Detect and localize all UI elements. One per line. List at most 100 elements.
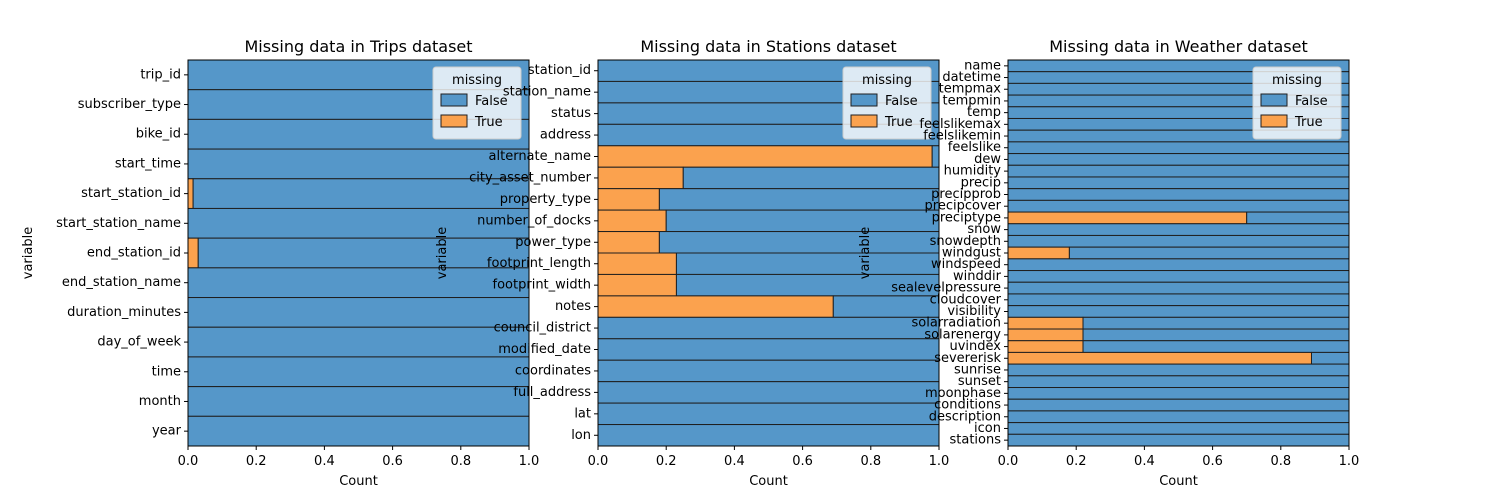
legend-title: missing: [452, 73, 502, 88]
y-tick-label: end_station_name: [62, 275, 181, 290]
bar-false: [597, 381, 940, 404]
bar-true: [187, 178, 194, 209]
y-tick-label: station_name: [503, 85, 591, 100]
y-tick-label: alternate_name: [489, 149, 591, 164]
subplot-1: trip_id subscriber_type bike_id start_times…: [21, 37, 539, 489]
bar-false: [1082, 328, 1350, 342]
y-tick-label: bike_id: [136, 127, 181, 142]
bar-false: [1007, 223, 1350, 236]
bar-false: [658, 231, 940, 254]
y-tick-label: full_address: [513, 385, 591, 400]
y-tick-label: start_station_name: [56, 216, 181, 231]
bar-true: [597, 231, 660, 254]
bar-false: [1007, 363, 1350, 377]
y-tick-label: visibility: [947, 304, 1001, 319]
x-tick-label: 0.2: [1066, 454, 1087, 469]
bar-false: [597, 338, 940, 361]
bar-false: [1007, 410, 1350, 424]
y-tick-label: notes: [555, 299, 591, 314]
chart-title: Missing data in Trips dataset: [244, 37, 472, 56]
bar-false: [597, 402, 940, 426]
bar-true: [597, 209, 667, 233]
bar-false: [187, 415, 530, 447]
y-tick-label: cloudcover: [930, 292, 1002, 307]
bar-false: [1007, 375, 1350, 389]
y-tick-label: windspeed: [931, 257, 1001, 272]
bar-true: [1007, 328, 1084, 342]
y-tick-label: windgust: [942, 246, 1001, 261]
y-tick-label: sunrise: [954, 362, 1001, 377]
x-tick-label: 0.0: [998, 454, 1019, 469]
x-tick-label: 0.6: [792, 454, 813, 469]
bar-false: [1007, 153, 1350, 166]
y-tick-label: severerisk: [934, 351, 1001, 366]
legend-swatch-true: [440, 114, 468, 128]
bar-false: [1007, 281, 1350, 295]
y-tick-label: trip_id: [140, 67, 181, 82]
bar-true: [1007, 246, 1070, 260]
bar-false: [1082, 316, 1350, 330]
bar-false: [187, 326, 530, 358]
y-tick-label: uvindex: [950, 339, 1002, 354]
y-tick-label: moonphase: [925, 386, 1001, 401]
y-tick-label: preciptype: [932, 210, 1001, 225]
x-tick-label: 1.0: [1339, 454, 1360, 469]
y-tick-label: address: [540, 128, 591, 143]
y-tick-label: subscriber_type: [78, 97, 181, 112]
x-tick-label: 0.2: [246, 454, 267, 469]
legend-swatch-true: [850, 114, 878, 128]
bar-false: [597, 316, 940, 340]
y-tick-label: tempmax: [939, 82, 1002, 97]
y-tick-label: winddir: [953, 269, 1002, 284]
bar-false: [832, 295, 940, 318]
bar-false: [1007, 164, 1350, 178]
y-tick-label: description: [929, 409, 1001, 424]
bar-false: [931, 145, 940, 168]
y-tick-label: council_district: [494, 321, 591, 336]
legend-title: missing: [862, 73, 912, 88]
bar-false: [1007, 293, 1350, 307]
y-tick-label: number_of_docks: [477, 213, 591, 228]
x-tick-label: 0.0: [588, 454, 609, 469]
y-tick-label: feelslikemax: [919, 117, 1001, 132]
y-tick-label: start_time: [115, 156, 181, 171]
legend-entry-true: True: [1294, 115, 1323, 130]
bar-false: [1007, 433, 1350, 447]
y-tick-label: feelslike: [948, 140, 1001, 155]
bar-false: [1007, 188, 1350, 201]
x-tick-label: 0.8: [450, 454, 471, 469]
bar-false: [1007, 387, 1350, 400]
bar-false: [675, 252, 940, 275]
legend: missing False True: [432, 66, 522, 140]
legend-entry-false: False: [885, 94, 918, 109]
legend-swatch-true: [1260, 114, 1288, 128]
bar-false: [597, 359, 940, 383]
y-tick-label: end_station_id: [87, 246, 181, 261]
legend-entry-false: False: [475, 94, 508, 109]
legend-swatch-false: [440, 93, 468, 107]
bar-false: [1007, 234, 1350, 248]
bar-true: [1007, 340, 1084, 353]
y-tick-label: datetime: [942, 70, 1001, 85]
bar-false: [597, 424, 940, 447]
y-tick-label: property_type: [500, 192, 591, 207]
y-tick-label: solarenergy: [924, 327, 1001, 342]
axes-frame: [187, 59, 530, 447]
bar-false: [665, 209, 940, 233]
y-tick-label: precipprob: [931, 187, 1001, 202]
y-tick-label: stations: [949, 433, 1001, 448]
y-tick-label: icon: [974, 421, 1001, 436]
y-tick-label: dew: [974, 152, 1001, 167]
bar-false: [658, 188, 940, 211]
x-tick-label: 1.0: [519, 454, 540, 469]
bar-true: [597, 188, 660, 211]
bar-false: [1068, 246, 1350, 260]
legend: missing False True: [842, 66, 932, 140]
y-tick-label: station_id: [528, 63, 591, 78]
legend-swatch-false: [1260, 93, 1288, 107]
y-tick-label: time: [152, 364, 181, 379]
x-tick-label: 0.4: [724, 454, 745, 469]
chart-title: Missing data in Stations dataset: [640, 37, 896, 56]
